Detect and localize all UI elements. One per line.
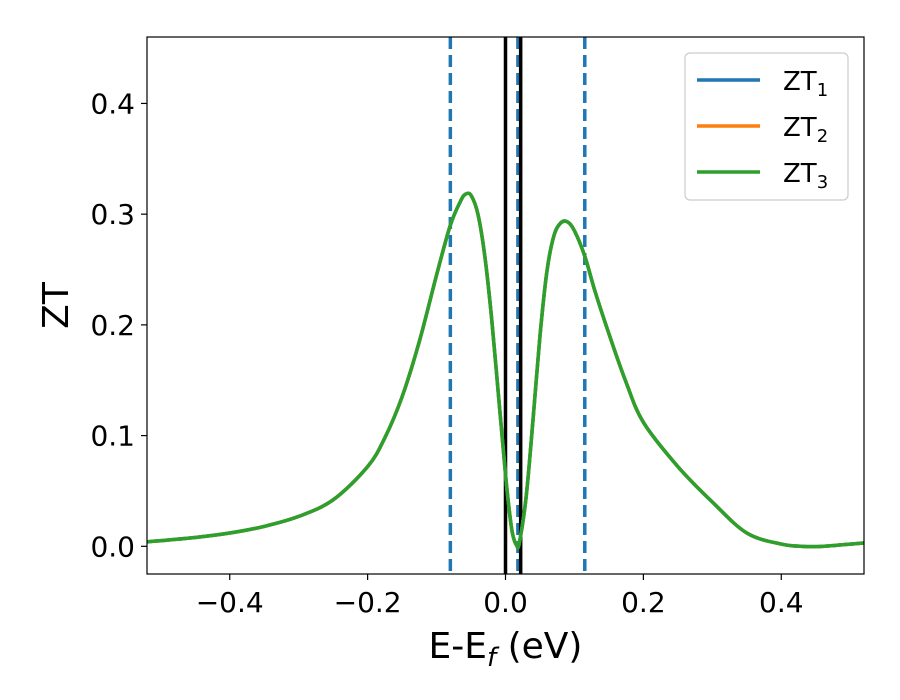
x-tick-label: 0.2 <box>621 586 666 619</box>
y-tick-label: 0.0 <box>90 530 135 563</box>
x-tick-label: −0.4 <box>196 586 264 619</box>
reference-lines <box>448 37 587 574</box>
x-axis-ticks: −0.4 −0.2 0.0 0.2 0.4 <box>196 574 804 619</box>
y-axis-label: ZT <box>36 281 77 329</box>
x-tick-label: 0.0 <box>483 586 528 619</box>
legend-label-zt2: ZT2 <box>783 113 828 147</box>
series-lines <box>147 191 864 550</box>
x-tick-label: −0.2 <box>334 586 402 619</box>
y-axis-ticks: 0.0 0.1 0.2 0.3 0.4 <box>90 87 147 563</box>
legend: ZT1 ZT2 ZT3 <box>684 52 849 201</box>
legend-box <box>684 52 849 201</box>
y-tick-label: 0.4 <box>90 87 135 120</box>
x-axis-label: E-Ef (eV) <box>429 626 583 673</box>
series-line-zt3 <box>147 191 864 550</box>
legend-label-zt3: ZT3 <box>783 159 828 193</box>
y-tick-label: 0.1 <box>90 420 135 453</box>
y-tick-label: 0.3 <box>90 198 135 231</box>
legend-label-zt1: ZT1 <box>783 67 828 101</box>
x-tick-label: 0.4 <box>759 586 804 619</box>
y-tick-label: 0.2 <box>90 309 135 342</box>
